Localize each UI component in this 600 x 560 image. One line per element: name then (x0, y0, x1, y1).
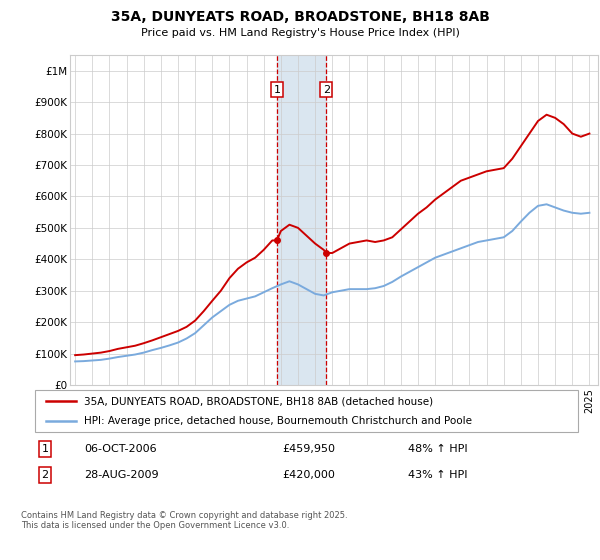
Text: 43% ↑ HPI: 43% ↑ HPI (408, 470, 467, 480)
Text: 2: 2 (323, 85, 330, 95)
Bar (277, 55, 326, 385)
Text: £420,000: £420,000 (282, 470, 335, 480)
Text: 35A, DUNYEATS ROAD, BROADSTONE, BH18 8AB (detached house): 35A, DUNYEATS ROAD, BROADSTONE, BH18 8AB… (84, 396, 433, 407)
Text: HPI: Average price, detached house, Bournemouth Christchurch and Poole: HPI: Average price, detached house, Bour… (84, 416, 472, 426)
Text: Contains HM Land Registry data © Crown copyright and database right 2025.
This d: Contains HM Land Registry data © Crown c… (21, 511, 347, 530)
Text: £459,950: £459,950 (282, 444, 335, 454)
Text: Price paid vs. HM Land Registry's House Price Index (HPI): Price paid vs. HM Land Registry's House … (140, 28, 460, 38)
Text: 28-AUG-2009: 28-AUG-2009 (84, 470, 158, 480)
Text: 1: 1 (274, 85, 280, 95)
Text: 06-OCT-2006: 06-OCT-2006 (84, 444, 157, 454)
Text: 48% ↑ HPI: 48% ↑ HPI (408, 444, 467, 454)
Text: 2: 2 (41, 470, 49, 480)
Text: 35A, DUNYEATS ROAD, BROADSTONE, BH18 8AB: 35A, DUNYEATS ROAD, BROADSTONE, BH18 8AB (110, 10, 490, 24)
FancyBboxPatch shape (35, 390, 578, 432)
Text: 1: 1 (41, 444, 49, 454)
